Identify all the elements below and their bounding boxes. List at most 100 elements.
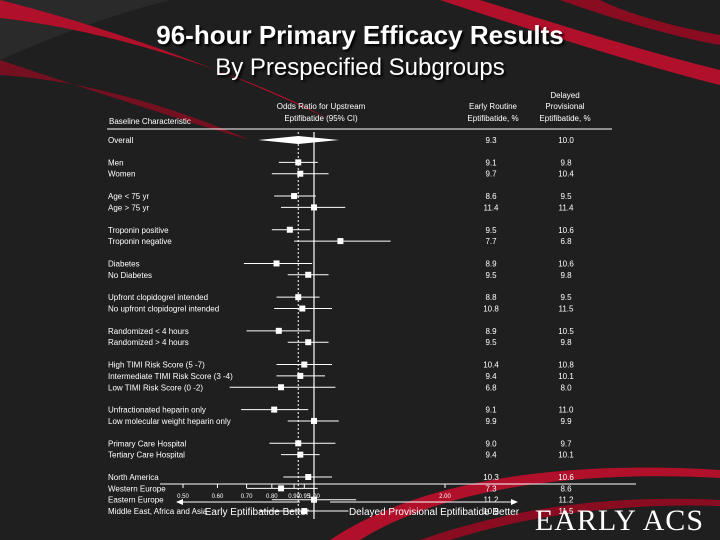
delayed-value: 10.5: [558, 327, 574, 336]
page-title: 96-hour Primary Efficacy Results: [156, 20, 564, 50]
early-value: 8.6: [485, 192, 497, 201]
early-value: 10.8: [483, 305, 499, 314]
delayed-value: 9.8: [560, 338, 572, 347]
row-label: Troponin negative: [108, 237, 172, 246]
header-baseline-characteristic: Baseline Characteristic: [109, 117, 191, 126]
xlabel-right: Delayed Provisional Eptifibatide Better: [349, 507, 520, 518]
early-value: 9.1: [485, 406, 497, 415]
early-value: 9.0: [485, 439, 497, 448]
delayed-value: 11.5: [559, 305, 575, 314]
early-value: 9.5: [485, 271, 497, 280]
row-label: Low TIMI Risk Score (0 -2): [108, 383, 203, 392]
delayed-value: 11.5: [559, 507, 575, 516]
point-estimate: [273, 260, 280, 267]
point-estimate: [305, 474, 312, 480]
header-early-1: Early Routine: [469, 102, 518, 111]
row-label: Intermediate TIMI Risk Score (3 -4): [108, 372, 233, 381]
row-label: Randomized < 4 hours: [108, 327, 189, 336]
row-label: Randomized > 4 hours: [108, 338, 189, 347]
point-estimate: [305, 339, 312, 346]
delayed-value: 11.2: [559, 496, 575, 505]
delayed-value: 8.6: [560, 484, 572, 493]
point-estimate: [305, 271, 312, 278]
x-tick-label: 0.70: [241, 494, 253, 500]
row-label: Overall: [108, 136, 134, 145]
early-value: 9.5: [485, 338, 497, 347]
header-delayed-1: Delayed: [550, 91, 579, 100]
arrow-right-head: [511, 499, 518, 505]
early-value: 7.3: [485, 484, 497, 493]
header-odds-ratio-1: Odds Ratio for Upstream: [277, 102, 366, 111]
row-label: Tertiary Care Hospital: [108, 451, 185, 460]
point-estimate: [297, 170, 304, 177]
row-label: Age > 75 yr: [108, 203, 149, 212]
early-value: 10.4: [483, 361, 499, 370]
x-tick-label: 0.80: [266, 494, 278, 500]
point-estimate: [295, 294, 302, 301]
point-estimate: [295, 159, 302, 166]
point-estimate: [271, 406, 278, 413]
delayed-value: 8.0: [560, 383, 572, 392]
delayed-value: 10.4: [558, 170, 574, 179]
delayed-value: 10.6: [558, 226, 574, 235]
early-value: 10.9: [483, 507, 499, 516]
point-estimate: [295, 440, 302, 447]
early-value: 9.7: [485, 170, 497, 179]
point-estimate: [337, 238, 344, 245]
header-odds-ratio-2: Eptifibatide (95% CI): [284, 114, 358, 123]
point-estimate: [299, 305, 306, 312]
header-delayed-2: Provisional: [545, 102, 584, 111]
row-label: Primary Care Hospital: [108, 439, 186, 448]
x-tick-label: 1.00: [308, 494, 320, 500]
row-label: Unfractionated heparin only: [108, 406, 206, 415]
header-early-2: Eptifibatide, %: [467, 114, 518, 123]
early-value: 6.8: [485, 383, 497, 392]
early-value: 8.9: [485, 327, 497, 336]
row-label: Age < 75 yr: [108, 192, 149, 201]
point-estimate: [311, 204, 317, 211]
row-label: Eastern Europe: [108, 496, 164, 505]
early-value: 7.7: [485, 237, 497, 246]
delayed-value: 9.5: [560, 192, 572, 201]
point-estimate: [301, 508, 308, 515]
point-estimate: [301, 361, 308, 368]
point-estimate: [286, 226, 293, 233]
delayed-value: 9.5: [560, 293, 572, 302]
point-estimate: [311, 496, 317, 503]
row-label: Middle East, Africa and Asia: [108, 507, 208, 516]
brand-logo: EARLY ACS: [534, 504, 704, 537]
delayed-value: 10.8: [558, 361, 574, 370]
row-label: Men: [108, 158, 124, 167]
row-label: High TIMI Risk Score (5 -7): [108, 361, 205, 370]
x-tick-label: 0.50: [177, 494, 189, 500]
early-value: 9.4: [485, 372, 497, 381]
x-tick-label: 2.00: [439, 494, 451, 500]
delayed-value: 9.7: [560, 439, 572, 448]
early-value: 9.3: [485, 136, 497, 145]
delayed-value: 10.1: [558, 372, 574, 381]
delayed-value: 11.4: [559, 203, 575, 212]
delayed-value: 9.8: [560, 271, 572, 280]
page-subtitle: By Prespecified Subgroups: [215, 54, 505, 81]
row-label: No Diabetes: [108, 271, 152, 280]
point-estimate: [297, 372, 304, 379]
delayed-value: 10.6: [558, 259, 574, 268]
row-label: No upfront clopidogrel intended: [108, 305, 219, 314]
row-label: North America: [108, 473, 159, 482]
header-delayed-3: Eptifibatide, %: [539, 114, 590, 123]
point-estimate: [311, 417, 317, 424]
x-tick-label: 0.60: [212, 494, 224, 500]
delayed-value: 10.1: [558, 451, 574, 460]
row-label: Troponin positive: [108, 226, 169, 235]
row-label: Diabetes: [108, 259, 140, 268]
early-value: 8.8: [485, 293, 497, 302]
early-value: 10.3: [483, 473, 499, 482]
early-value: 11.2: [484, 496, 500, 505]
delayed-value: 6.8: [560, 237, 572, 246]
row-label: Women: [108, 170, 135, 179]
early-value: 9.4: [485, 451, 497, 460]
delayed-value: 9.9: [560, 417, 572, 426]
delayed-value: 10.6: [558, 473, 574, 482]
